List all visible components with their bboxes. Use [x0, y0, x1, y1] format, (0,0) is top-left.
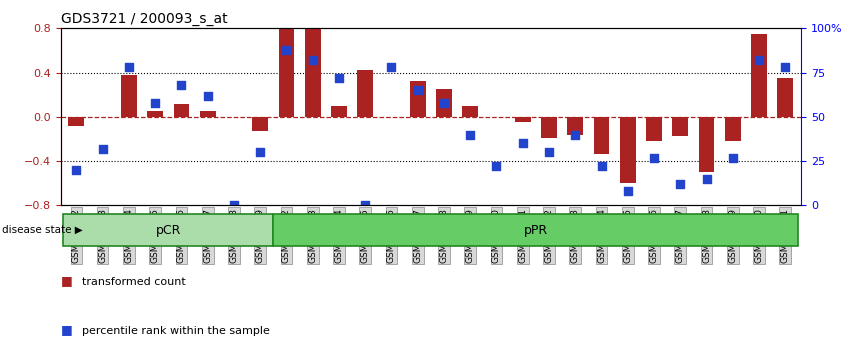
- Point: [122, 64, 136, 70]
- Bar: [200, 111, 216, 117]
- Text: transformed count: transformed count: [82, 277, 186, 287]
- Point: [726, 155, 740, 160]
- Text: ■: ■: [61, 323, 73, 336]
- Point: [542, 149, 556, 155]
- Point: [463, 132, 477, 137]
- Bar: [331, 106, 346, 117]
- Point: [385, 64, 398, 70]
- Point: [568, 132, 582, 137]
- Point: [437, 100, 451, 105]
- Point: [280, 47, 294, 52]
- Point: [410, 87, 424, 93]
- Bar: [541, 117, 557, 138]
- Bar: [699, 117, 714, 172]
- Bar: [410, 81, 425, 117]
- Text: pCR: pCR: [156, 224, 181, 236]
- Bar: [68, 117, 84, 126]
- Bar: [646, 117, 662, 141]
- Point: [227, 202, 241, 208]
- Point: [148, 100, 162, 105]
- Point: [516, 141, 530, 146]
- Bar: [147, 111, 163, 117]
- Text: disease state ▶: disease state ▶: [2, 225, 82, 235]
- Bar: [672, 117, 688, 136]
- Point: [700, 176, 714, 182]
- Point: [69, 167, 83, 173]
- Text: GDS3721 / 200093_s_at: GDS3721 / 200093_s_at: [61, 12, 227, 26]
- Text: ■: ■: [61, 274, 73, 287]
- Point: [201, 93, 215, 98]
- Bar: [462, 106, 478, 117]
- Bar: [436, 89, 452, 117]
- Bar: [751, 34, 767, 117]
- Bar: [567, 117, 583, 135]
- Point: [595, 164, 609, 169]
- Point: [779, 64, 792, 70]
- Point: [359, 202, 372, 208]
- Bar: [279, 29, 294, 117]
- Bar: [515, 117, 531, 122]
- Point: [174, 82, 188, 88]
- Point: [306, 57, 320, 63]
- Text: pPR: pPR: [524, 224, 548, 236]
- Point: [647, 155, 661, 160]
- Point: [253, 149, 267, 155]
- Bar: [173, 104, 190, 117]
- Bar: [593, 117, 610, 154]
- Point: [621, 188, 635, 194]
- Bar: [305, 29, 320, 117]
- Bar: [63, 214, 274, 246]
- Bar: [358, 70, 373, 117]
- Bar: [121, 75, 137, 117]
- Point: [96, 146, 110, 152]
- Point: [674, 181, 688, 187]
- Text: percentile rank within the sample: percentile rank within the sample: [82, 326, 270, 336]
- Bar: [274, 214, 798, 246]
- Point: [489, 164, 503, 169]
- Bar: [778, 78, 793, 117]
- Bar: [725, 117, 740, 141]
- Bar: [252, 117, 268, 131]
- Point: [332, 75, 346, 81]
- Point: [752, 57, 766, 63]
- Bar: [620, 117, 636, 183]
